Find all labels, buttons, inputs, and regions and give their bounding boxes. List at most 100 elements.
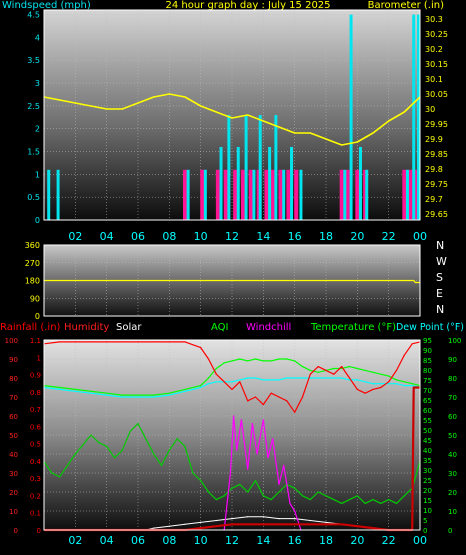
y-tick-label-barometer: 29.85: [425, 150, 448, 159]
data-point: [231, 523, 233, 525]
y-tick-label-temperature: 10: [423, 507, 432, 515]
data-point: [262, 523, 264, 525]
data-point: [184, 96, 186, 98]
direction-plot-border: [43, 244, 421, 317]
data-point: [341, 367, 343, 370]
data-point: [247, 360, 249, 362]
data-point: [278, 396, 280, 398]
data-point: [270, 392, 272, 394]
data-point: [251, 423, 253, 425]
data-point: [247, 114, 249, 116]
wind-bar: [274, 115, 278, 220]
data-point: [278, 358, 280, 360]
data-point: [200, 480, 202, 482]
compass-label: W: [436, 255, 447, 268]
data-point: [283, 464, 285, 466]
wind-bar: [227, 115, 231, 220]
y-tick-label-humidity: 20: [9, 489, 18, 497]
wind-bar: [47, 169, 51, 220]
data-point: [294, 518, 296, 520]
y-tick-label-aqi: 70: [448, 394, 457, 402]
data-point: [388, 375, 390, 377]
data-point: [247, 516, 249, 518]
wind-bar: [236, 146, 240, 220]
data-point: [200, 386, 202, 389]
data-point: [223, 362, 225, 364]
y-tick-label-barometer: 29.7: [425, 195, 443, 204]
y-tick-label-rainfall: 0.2: [30, 492, 41, 500]
data-point: [294, 132, 296, 134]
y-tick-label-temperature: 0: [423, 527, 427, 535]
x-tick-label: 16: [288, 230, 302, 243]
y-tick-label-barometer: 30.1: [425, 75, 443, 84]
data-point: [341, 502, 343, 504]
y-tick-label-rainfall: 0.8: [30, 389, 41, 397]
data-point: [168, 525, 170, 527]
y-tick-label-barometer: 30.2: [425, 45, 443, 54]
y-tick-label-rainfall: 0.5: [30, 441, 41, 449]
data-point: [90, 341, 92, 343]
data-point: [411, 343, 413, 345]
data-point: [395, 502, 398, 504]
y-tick-label-humidity: 10: [9, 508, 18, 516]
compass-label: E: [436, 287, 443, 300]
y-tick-label-temperature: 60: [423, 407, 432, 415]
data-point: [403, 381, 405, 383]
data-point: [137, 102, 139, 104]
data-point: [113, 457, 116, 459]
data-point: [388, 499, 390, 501]
data-point: [236, 449, 238, 451]
data-point: [286, 400, 288, 402]
x-tick-label: 20: [350, 534, 364, 547]
data-point: [74, 102, 76, 104]
data-point: [278, 379, 280, 381]
data-point: [262, 379, 264, 381]
data-point: [403, 354, 405, 356]
data-point: [51, 472, 53, 474]
data-point: [262, 419, 264, 421]
x-tick-label: 10: [194, 230, 208, 243]
data-point: [380, 373, 382, 375]
data-point: [348, 379, 351, 381]
data-point: [294, 411, 296, 413]
data-point: [414, 281, 416, 284]
data-point: [215, 373, 217, 375]
data-point: [231, 117, 233, 119]
data-point: [59, 388, 61, 390]
wind-bar: [56, 169, 60, 220]
y-tick-label-barometer: 30.15: [425, 60, 448, 69]
wind-plot-border: [43, 9, 421, 221]
compass-label: N: [436, 303, 444, 316]
data-point: [317, 371, 319, 373]
wind-bar: [219, 146, 223, 220]
data-point: [215, 367, 217, 370]
wind-bar: [355, 169, 360, 220]
wind-bar: [299, 169, 303, 220]
y-tick-label-temperature: 70: [423, 387, 432, 395]
data-point: [207, 383, 210, 385]
barometer-axis-label: Barometer (.in): [368, 0, 444, 11]
data-point: [215, 525, 217, 527]
data-point: [294, 487, 296, 489]
wind-bar: [183, 169, 187, 220]
data-point: [348, 366, 351, 368]
data-point: [121, 108, 123, 110]
y-tick-label-rainfall: 0.6: [30, 423, 42, 431]
data-point: [356, 367, 358, 370]
data-point: [160, 464, 163, 466]
data-point: [372, 371, 374, 373]
y-tick-label-temperature: 85: [423, 357, 432, 365]
data-point: [137, 341, 139, 343]
data-point: [121, 449, 123, 451]
y-tick-label-rainfall: 0.1: [30, 510, 41, 518]
x-tick-label: 06: [131, 534, 145, 547]
y-tick-label-temperature: 15: [423, 497, 432, 505]
data-point: [411, 383, 413, 385]
x-tick-label: 20: [350, 230, 364, 243]
data-point: [364, 502, 366, 504]
data-point: [272, 438, 274, 440]
wind-bar: [365, 169, 369, 220]
data-point: [301, 495, 304, 497]
y-tick-label-windspeed: 1: [35, 170, 40, 179]
y-tick-label-barometer: 29.95: [425, 120, 448, 129]
